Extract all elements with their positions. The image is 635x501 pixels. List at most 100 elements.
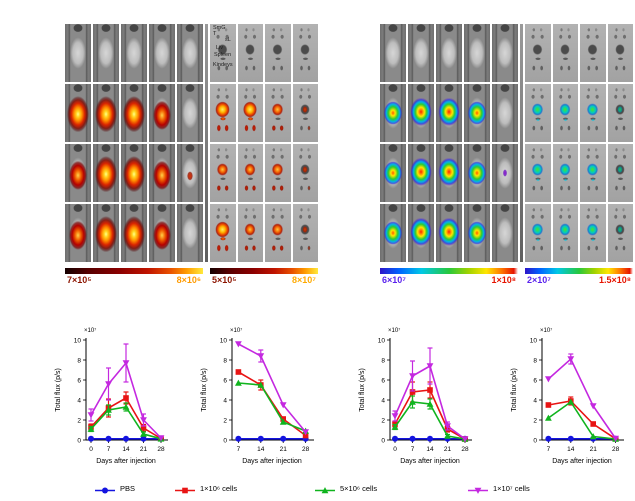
data-point (257, 353, 265, 360)
organ-image-cell (552, 84, 578, 142)
data-point (105, 435, 112, 442)
data-point (444, 423, 451, 430)
y-tick-label: 0 (381, 437, 385, 444)
data-point (140, 425, 147, 431)
y-tick-label: 8 (223, 357, 227, 364)
data-point (302, 429, 309, 436)
x-tick-label: 0 (393, 446, 397, 453)
data-point (140, 435, 147, 442)
data-point (105, 381, 112, 388)
organ-image-cell (580, 84, 606, 142)
legend-label: PBS (120, 483, 136, 493)
data-point (589, 403, 597, 410)
colorbar-jet-invivo (380, 268, 518, 274)
legend-marker-triangle-down-icon (466, 482, 490, 494)
organ-image-cell (552, 204, 578, 262)
y-axis-title: Total flux (p/s) (511, 368, 518, 412)
data-point (567, 435, 574, 442)
data-point (474, 487, 482, 494)
legend-entry-dose1: 1×10⁶ cells (173, 481, 237, 495)
series-line (90, 406, 162, 440)
organ-image-cell (292, 24, 318, 82)
data-point (590, 421, 596, 427)
mouse-image-cell (464, 144, 490, 202)
chart-exvivo-right: 0 2 4 6 8 10 7 14 21 28 ×10⁷ Total flux (p/s) Days a… (511, 327, 624, 465)
organ-image-cell (580, 204, 606, 262)
y-tick-label: 2 (77, 417, 81, 424)
data-point (235, 435, 242, 442)
data-point (567, 356, 575, 363)
data-point (279, 402, 287, 409)
organ-image-cell (237, 84, 263, 142)
organ-image-cell (210, 84, 236, 142)
organ-image-cell (607, 144, 633, 202)
x-tick-label: 21 (140, 446, 148, 453)
organ-image-cell (607, 84, 633, 142)
organ-image-cell (210, 204, 236, 262)
mouse-image-cell (408, 204, 434, 262)
mouse-image-cell (464, 204, 490, 262)
data-point (589, 433, 597, 440)
data-point (257, 381, 265, 388)
panel-mice-invivo-left (65, 24, 203, 262)
legend-marker-triangle-up-icon (313, 482, 337, 494)
organ-image-cell (237, 144, 263, 202)
colorbar-scale-labels: 2×10⁷ 1.5×10⁸ (525, 275, 633, 289)
x-tick-label: 14 (257, 446, 265, 453)
data-point (321, 486, 329, 493)
data-point (391, 413, 399, 420)
data-point (140, 417, 147, 424)
mouse-image-cell (408, 144, 434, 202)
colorbar-hot-invivo (65, 268, 203, 274)
data-point (122, 403, 130, 410)
legend-entry-dose2: 5×10⁶ cells (313, 481, 377, 495)
legend-entry-pbs: PBS (93, 481, 135, 495)
colorbar-scale-labels: 7×10⁵ 8×10⁶ (65, 275, 203, 289)
legend-label: 1×10⁶ cells (200, 483, 238, 493)
legend-label: 1×10⁷ cells (493, 483, 530, 493)
x-tick-label: 28 (157, 446, 165, 453)
organ-image-cell (292, 144, 318, 202)
y-tick-label: 4 (223, 397, 227, 404)
organ-label: Liv (216, 45, 224, 51)
y-tick-label: 10 (530, 337, 538, 344)
mouse-image-cell (149, 24, 175, 82)
x-tick-label: 21 (590, 446, 598, 453)
x-axis-title: Days after injection (242, 458, 302, 465)
mouse-image-cell (65, 144, 91, 202)
y-tick-label: 10 (74, 337, 82, 344)
y-tick-label: 0 (533, 437, 537, 444)
y-axis-offset-label: ×10⁷ (84, 327, 96, 334)
mouse-image-cell (436, 144, 462, 202)
data-point (427, 387, 433, 393)
mouse-image-cell (436, 24, 462, 82)
mouse-image-cell (380, 144, 406, 202)
data-point (302, 432, 309, 439)
colorbar-min-label: 5×10⁵ (212, 275, 237, 285)
y-tick-label: 0 (77, 437, 81, 444)
data-point (409, 373, 416, 380)
mouse-image-cell (149, 144, 175, 202)
mouse-image-cell (65, 24, 91, 82)
organ-image-cell (525, 84, 551, 142)
mouse-image-cell (65, 84, 91, 142)
y-axis-offset-label: ×10⁷ (388, 327, 400, 334)
panel-organs-exvivo-right (525, 24, 633, 262)
data-point (122, 360, 130, 367)
mouse-image-cell (436, 204, 462, 262)
x-tick-label: 7 (237, 446, 241, 453)
x-tick-label: 28 (302, 446, 310, 453)
colorbar-scale-labels: 5×10⁵ 8×10⁷ (210, 275, 318, 289)
organ-image-cell (237, 204, 263, 262)
data-point (426, 400, 434, 407)
legend-marker-circle-icon (93, 482, 117, 494)
x-axis-title: Days after injection (552, 458, 612, 465)
organ-image-cell (292, 204, 318, 262)
data-point (567, 398, 575, 405)
y-axis-offset-label: ×10⁷ (230, 327, 242, 334)
data-point (444, 432, 451, 439)
organ-image-cell (265, 204, 291, 262)
mouse-image-cell (121, 144, 147, 202)
organ-label: SmG T (213, 25, 226, 37)
